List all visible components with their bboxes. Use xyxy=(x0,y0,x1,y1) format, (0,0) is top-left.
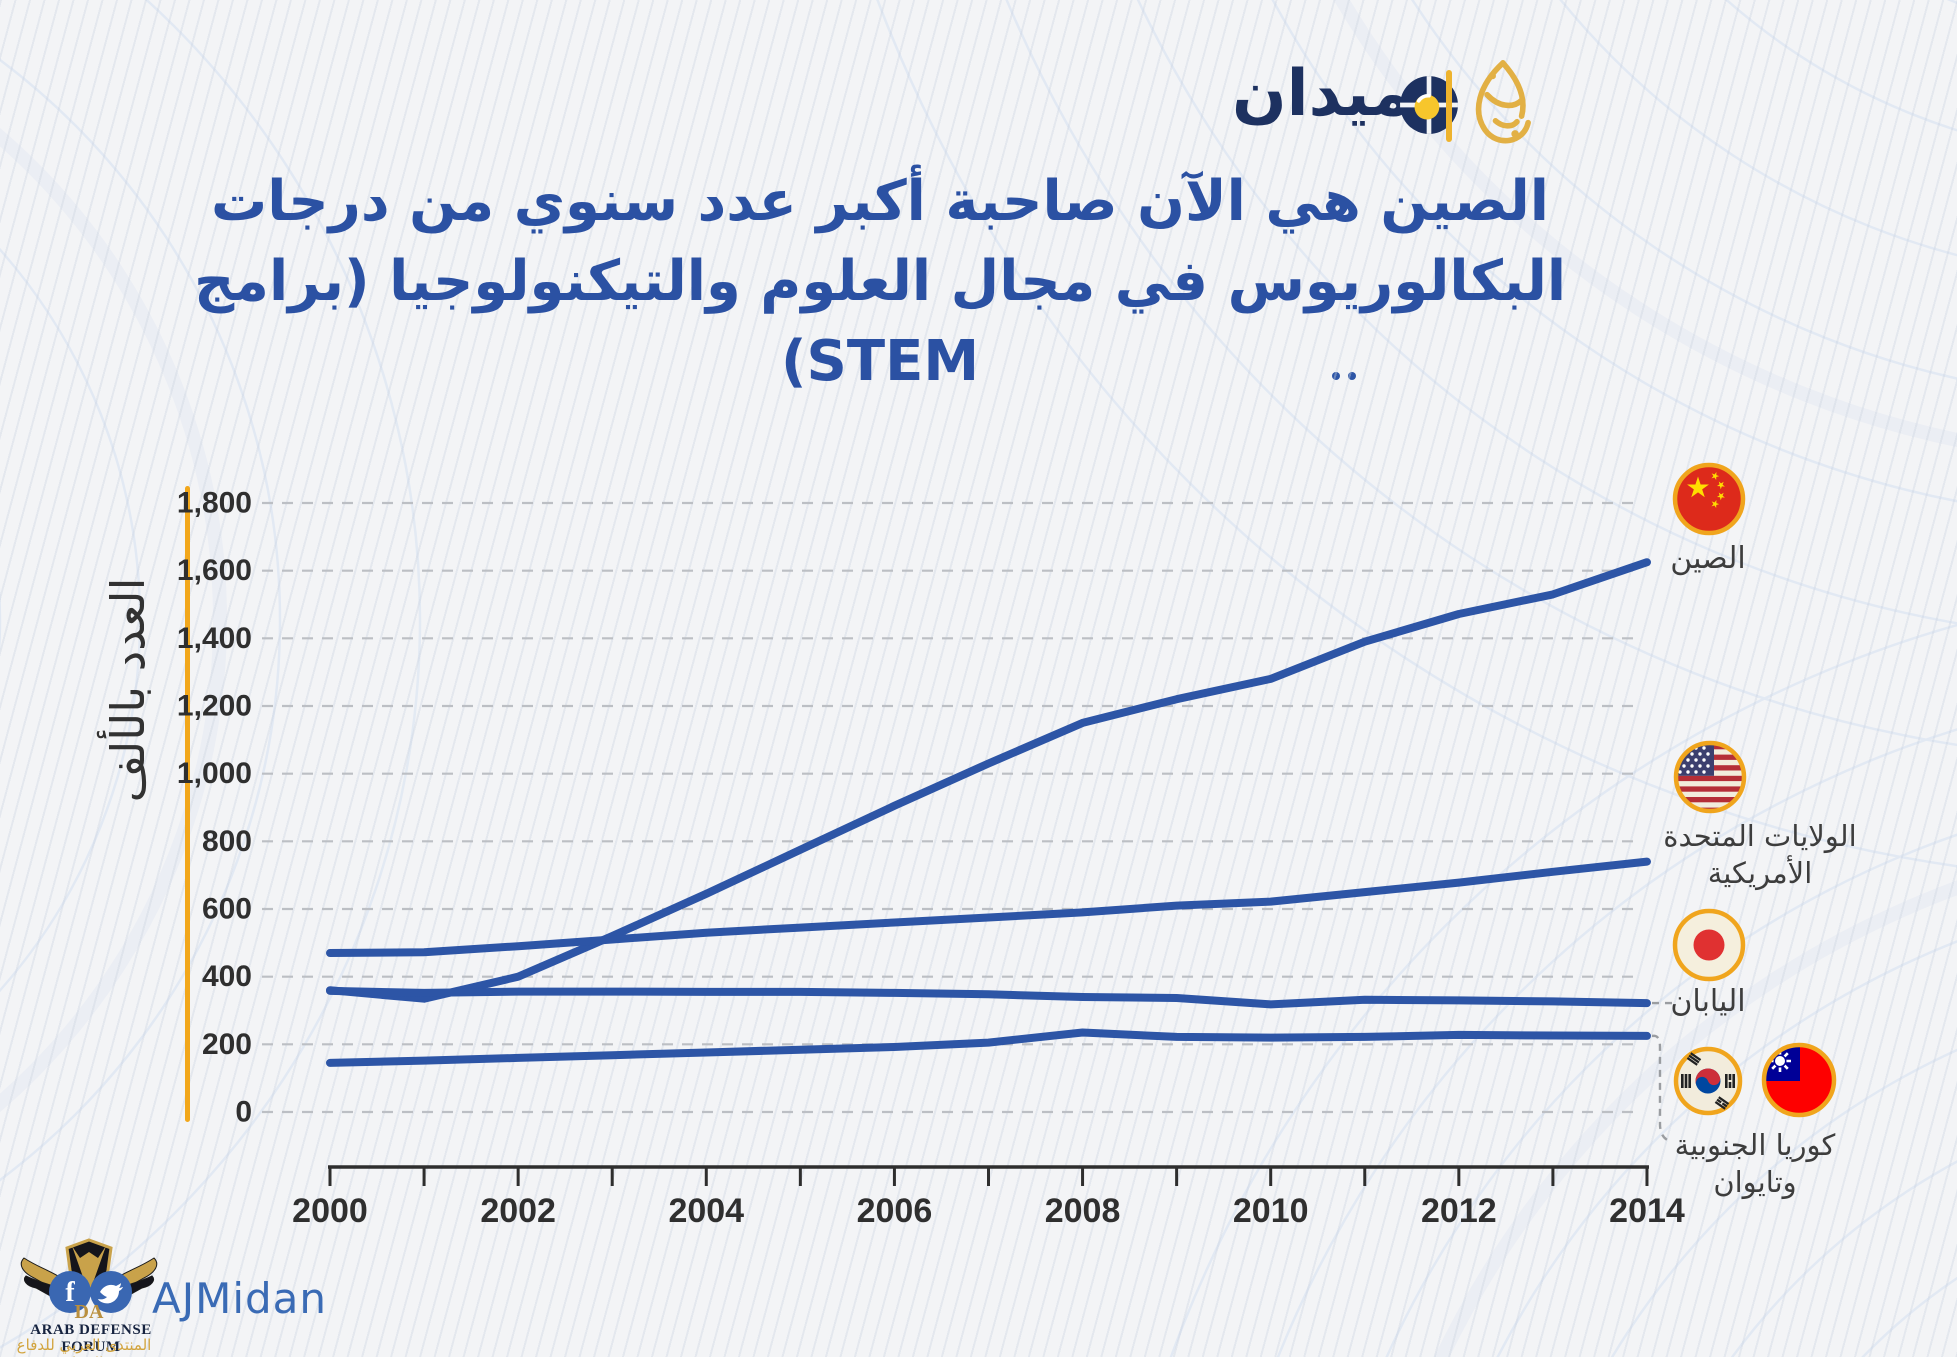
watermark-forum-name-ar: المنتدى العربي للدفاع والتسليح xyxy=(16,1336,152,1357)
y-tick-label-600: 600 xyxy=(202,893,252,926)
y-tick-label-1,400: 1,400 xyxy=(177,622,252,655)
chart-title: الصين هي الآن صاحبة أكبر عدد سنوي من درج… xyxy=(150,162,1610,402)
arab-defense-forum-logo: f DA xyxy=(20,1238,158,1323)
y-tick-label-1,600: 1,600 xyxy=(177,554,252,587)
line-series-japan xyxy=(326,986,1651,1009)
midan-logo-text: ميدان xyxy=(1232,57,1412,131)
x-label-2010: 2010 xyxy=(1233,1192,1309,1230)
line-series-china xyxy=(326,558,1651,1003)
y-axis-line xyxy=(185,486,190,1122)
watermark-forum-name-en: ARAB DEFENSE FORUM xyxy=(30,1322,152,1355)
x-label-2004: 2004 xyxy=(668,1192,744,1230)
x-label-2002: 2002 xyxy=(480,1192,556,1230)
legend-label-korea-taiwan: كوريا الجنوبية وتايوان xyxy=(1674,1128,1836,1199)
legend-label-japan: اليابان xyxy=(1670,984,1746,1019)
chart-title-line2: البكالوريوس في مجال العلوم والتيكنولوجيا… xyxy=(193,249,1567,394)
x-label-2012: 2012 xyxy=(1421,1192,1497,1230)
logo-separator-bar xyxy=(1446,70,1452,142)
legend-label-china: الصين xyxy=(1670,541,1746,576)
y-tick-label-0: 0 xyxy=(235,1096,252,1129)
svg-text:DA: DA xyxy=(75,1301,104,1323)
taiwan-flag-icon xyxy=(1761,1042,1837,1118)
korea-taiwan-legend-connector xyxy=(1651,1034,1673,1144)
y-tick-label-1,200: 1,200 xyxy=(177,690,252,723)
y-tick-label-200: 200 xyxy=(202,1028,252,1061)
line-series-usa xyxy=(326,857,1651,957)
legend-label-usa: الولايات المتحدة الأمريكية xyxy=(1663,819,1857,890)
y-tick-label-400: 400 xyxy=(202,960,252,993)
x-label-2014: 2014 xyxy=(1609,1192,1685,1230)
y-tick-label-1,000: 1,000 xyxy=(177,757,252,790)
line-series-korea_taiwan xyxy=(326,1028,1651,1067)
y-tick-label-800: 800 xyxy=(202,825,252,858)
japan-flag-icon xyxy=(1672,908,1746,982)
usa-flag-icon xyxy=(1673,740,1747,814)
south-korea-flag-icon xyxy=(1673,1046,1743,1116)
x-label-2006: 2006 xyxy=(857,1192,933,1230)
al-jazeera-calligraphy-logo xyxy=(1475,60,1531,144)
watermark-handle: AJMidan xyxy=(152,1274,328,1323)
x-label-2000: 2000 xyxy=(292,1192,368,1230)
x-label-2008: 2008 xyxy=(1045,1192,1121,1230)
china-flag-icon xyxy=(1672,462,1746,536)
svg-text:f: f xyxy=(65,1277,75,1308)
y-tick-label-1,800: 1,800 xyxy=(177,487,252,520)
chart-title-line1: الصين هي الآن صاحبة أكبر عدد سنوي من درج… xyxy=(211,169,1549,234)
decor-dots xyxy=(1332,372,1356,380)
